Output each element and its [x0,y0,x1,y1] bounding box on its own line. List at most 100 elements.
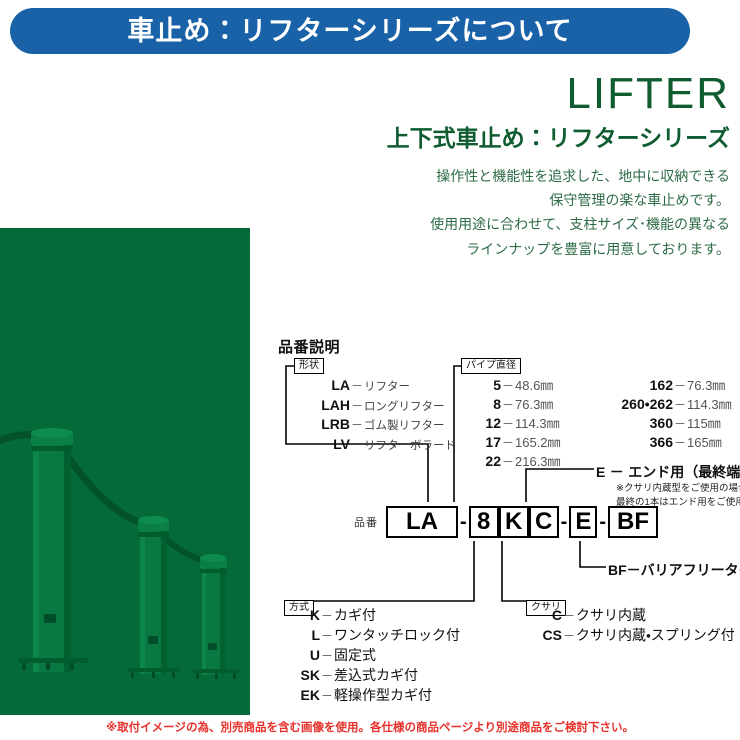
shape-option-list: LA － リフター LAH － ロングリフター LRB － ゴム製リフター LV… [304,378,456,456]
option-dash: － [320,649,333,663]
option-code: U [309,647,320,663]
method-option-list: K － カギ付 L － ワンタッチロック付 U － 固定式 SK － 差込式カギ… [286,608,460,708]
pipe-diameter-option: 5 － 48.6㎜ [471,378,561,392]
option-label: ロングリフター [364,400,445,413]
pipe-diameter-option: 260•262 － 114.3㎜ [578,396,732,412]
pipe-diameter-option: 360 － 115㎜ [578,416,732,430]
option-dash: － [350,379,363,393]
option-dash: － [673,417,686,431]
option-label: 165.2㎜ [515,435,561,450]
option-code: 12 [485,415,501,431]
option-label: 114.3㎜ [515,416,560,431]
shape-option: LV － リフターボラード [304,437,456,453]
option-label: 216.3㎜ [515,454,561,469]
diagram-title: 品番説明 [278,339,341,356]
option-dash: － [673,398,686,412]
option-code: 5 [493,377,501,393]
option-code: C [551,607,562,623]
option-dash: － [320,629,333,643]
option-label: 76.3㎜ [515,397,554,412]
code-box-chain: C [528,506,559,538]
footer-disclaimer: ※取付イメージの為、別売商品を含む画像を使用。各仕様の商品ページより別途商品をご… [106,722,634,734]
option-code: 162 [649,377,673,393]
banner-title: 車止め：リフターシリーズについて [127,15,573,46]
option-dash: － [320,609,333,623]
code-box-method: K [498,506,529,538]
option-label: 48.6㎜ [515,378,554,393]
end-callout-dash: － [609,464,624,480]
option-code: 366 [649,434,673,450]
pipe-diameter-option: 162 － 76.3㎜ [578,378,732,392]
chain-option-list: C － クサリ内蔵 CS － クサリ内蔵・スプリング付 [528,608,735,648]
option-dash: － [501,417,514,431]
hero-description-line: 操作性と機能性を追求した、地中に収納できる [436,168,730,185]
option-code: LV [333,435,350,452]
product-photo [0,228,250,715]
option-label: 軽操作型カギ付 [334,687,432,703]
option-code: L [311,627,320,643]
option-label: 固定式 [334,647,376,663]
pipe-diameter-option: 8 － 76.3㎜ [471,397,561,411]
end-note-line: 最終の1本はエンド用をご使用 [616,496,740,508]
pipe-diameter-option-list-col2: 162 － 76.3㎜ 260•262 － 114.3㎜ 360 － 115㎜ … [578,378,732,454]
bollard-illustration [0,228,250,715]
option-code: LRB [321,416,350,432]
hero-description-line: 使用用途に合わせて、支柱サイズ･機能の異なる [430,216,730,233]
code-box-pipe-diameter: 8 [468,506,499,538]
pipe-diameter-option: 366 － 165㎜ [578,435,732,449]
method-option: K － カギ付 [286,608,460,622]
option-dash: － [501,398,514,412]
shape-option: LRB － ゴム製リフター [304,417,456,433]
pipe-diameter-option: 12 － 114.3㎜ [471,416,561,430]
end-callout-label: エンド用（最終端部） [628,464,740,480]
option-dash: － [320,689,333,703]
hero-description-line: 保守管理の楽な車止めです。 [549,192,730,209]
category-label-method: 方式 [284,600,314,616]
option-label: リフターボラード [364,439,456,452]
method-option: L － ワンタッチロック付 [286,628,460,642]
option-label: ゴム製リフター [364,420,445,432]
option-code: 22 [485,453,501,469]
category-label-chain: クサリ [526,600,566,616]
option-dash: － [562,629,575,643]
option-dash: － [320,669,333,683]
option-code: 260•262 [621,396,673,412]
hero-description-line: ラインナップを豊富に用意しております。 [466,240,730,257]
option-code: EK [300,687,320,703]
option-dash: － [562,609,575,623]
option-label: リフター [364,381,410,393]
option-dash: － [350,437,363,452]
option-code: K [309,607,320,623]
hero-description: 操作性と機能性を追求した、地中に収納できる 保守管理の楽な車止めです。 使用用途… [300,164,730,260]
option-label: 115㎜ [687,416,721,431]
option-dash: － [673,436,686,450]
code-box-end-type: E [569,506,598,538]
part-number-label: 品番 [354,517,378,529]
code-separator: - [460,511,467,533]
option-code: LAH [321,396,350,413]
part-number-diagram: 品番説明 形状 パイプ直径 方式 クサリ LA － リフタ [278,336,740,711]
option-label: クサリ内蔵・スプリング付 [576,627,735,643]
pipe-diameter-option-list-col1: 5 － 48.6㎜ 8 － 76.3㎜ 12 － 114.3㎜ 17 － 165… [471,378,561,473]
end-type-callout: E － エンド用（最終端部） [596,462,740,482]
option-label: クサリ内蔵 [576,607,646,623]
method-option: U － 固定式 [286,648,460,662]
option-dash: － [350,398,363,413]
code-box-shape: LA [386,506,458,538]
part-number-code-row: 品番 LA - 8 K C - E - BF [354,504,659,540]
option-code: SK [300,667,320,683]
code-separator: - [560,511,568,533]
option-code: LA [331,377,350,393]
option-code: CS [542,627,562,643]
option-dash: － [501,436,514,450]
end-note-line: ※クサリ内蔵型をご使用の場合は [616,483,740,494]
option-dash: － [673,379,686,393]
hero-title-english: LIFTER [566,69,730,118]
option-label: 165㎜ [687,435,722,450]
option-label: 114.3㎜ [687,397,732,412]
option-code: 8 [493,396,501,412]
code-separator: - [599,511,607,533]
code-box-barrier-free: BF [608,506,659,538]
shape-option: LA － リフター [304,378,456,394]
